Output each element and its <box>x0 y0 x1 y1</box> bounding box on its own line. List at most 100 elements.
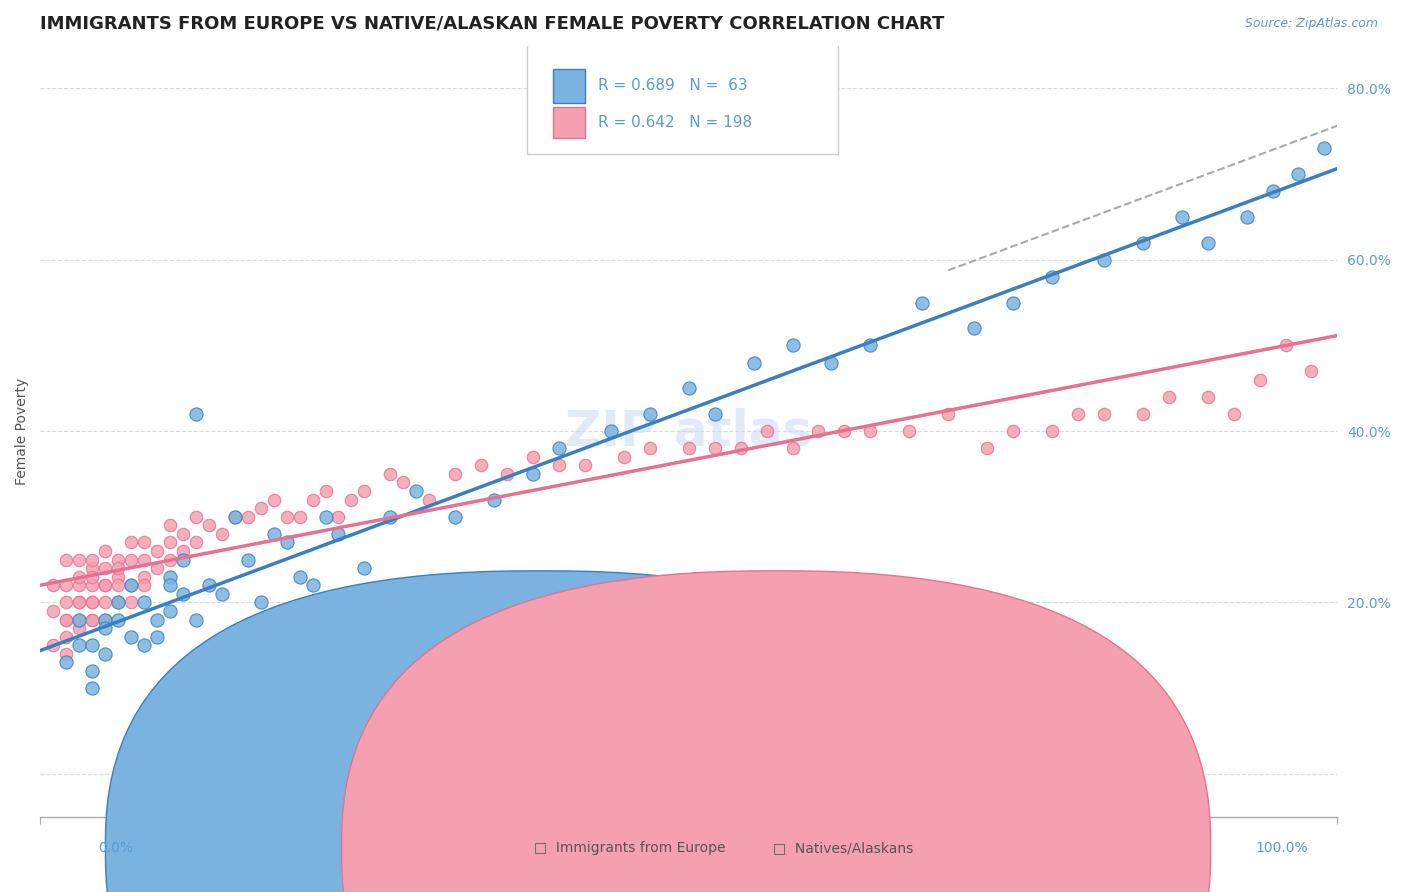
Point <box>184 613 207 627</box>
Point <box>94 613 117 627</box>
Point <box>80 570 103 584</box>
Point <box>159 535 181 549</box>
Point <box>1222 407 1244 421</box>
Point <box>742 355 765 369</box>
Point <box>67 595 90 609</box>
Point <box>80 561 103 575</box>
Point <box>94 621 117 635</box>
Point <box>730 442 752 456</box>
Text: R = 0.642   N = 198: R = 0.642 N = 198 <box>598 115 752 130</box>
Point <box>80 638 103 652</box>
Point <box>263 492 285 507</box>
Point <box>132 578 155 592</box>
Point <box>1288 167 1310 181</box>
Point <box>1067 407 1090 421</box>
Point <box>94 613 117 627</box>
Point <box>159 604 181 618</box>
Point <box>678 442 700 456</box>
Point <box>1132 235 1154 250</box>
Point <box>94 561 117 575</box>
Point <box>288 509 311 524</box>
Point <box>55 552 77 566</box>
Point <box>55 630 77 644</box>
Point <box>340 492 363 507</box>
Point <box>197 518 219 533</box>
Text: □  Immigrants from Europe: □ Immigrants from Europe <box>534 841 725 855</box>
Point <box>405 484 427 499</box>
Point <box>236 509 259 524</box>
Point <box>470 458 492 473</box>
Text: ZIP atlas: ZIP atlas <box>565 407 813 455</box>
Point <box>67 613 90 627</box>
Point <box>1157 390 1180 404</box>
Point <box>107 561 129 575</box>
Point <box>107 595 129 609</box>
Point <box>159 518 181 533</box>
Point <box>1274 338 1296 352</box>
Point <box>768 116 790 130</box>
Point <box>353 561 375 575</box>
Point <box>80 613 103 627</box>
Point <box>94 544 117 558</box>
Point <box>1002 295 1025 310</box>
Point <box>94 647 117 661</box>
Point <box>276 509 298 524</box>
Point <box>834 424 856 438</box>
Point <box>1249 373 1271 387</box>
Point <box>146 561 169 575</box>
Point <box>67 552 90 566</box>
Point <box>1132 407 1154 421</box>
Text: □  Natives/Alaskans: □ Natives/Alaskans <box>773 841 914 855</box>
Point <box>120 535 142 549</box>
Point <box>94 595 117 609</box>
Point <box>380 467 402 481</box>
Text: IMMIGRANTS FROM EUROPE VS NATIVE/ALASKAN FEMALE POVERTY CORRELATION CHART: IMMIGRANTS FROM EUROPE VS NATIVE/ALASKAN… <box>41 15 945 33</box>
Point <box>249 501 271 516</box>
Text: Source: ZipAtlas.com: Source: ZipAtlas.com <box>1244 17 1378 29</box>
Point <box>911 295 934 310</box>
Point <box>820 355 842 369</box>
Point <box>638 442 661 456</box>
Point <box>288 570 311 584</box>
Point <box>444 467 467 481</box>
Point <box>638 407 661 421</box>
Point <box>328 527 350 541</box>
Point <box>107 570 129 584</box>
Point <box>755 424 778 438</box>
Point <box>132 552 155 566</box>
Point <box>159 552 181 566</box>
Text: R = 0.689   N =  63: R = 0.689 N = 63 <box>598 78 748 94</box>
Point <box>315 484 337 499</box>
Point <box>67 638 90 652</box>
Point <box>315 509 337 524</box>
Point <box>807 424 830 438</box>
Point <box>522 450 544 464</box>
Point <box>80 681 103 695</box>
Point <box>172 527 194 541</box>
Point <box>496 467 519 481</box>
Point <box>380 509 402 524</box>
Point <box>55 656 77 670</box>
Point <box>276 535 298 549</box>
Point <box>80 552 103 566</box>
Point <box>328 509 350 524</box>
Point <box>107 595 129 609</box>
Point <box>159 578 181 592</box>
Point <box>146 544 169 558</box>
Point <box>55 647 77 661</box>
Point <box>1313 141 1336 155</box>
Point <box>703 442 725 456</box>
Point <box>236 552 259 566</box>
Point <box>1197 235 1219 250</box>
Point <box>197 578 219 592</box>
Point <box>120 595 142 609</box>
Point <box>42 604 65 618</box>
Point <box>600 424 623 438</box>
Point <box>55 595 77 609</box>
Point <box>963 321 986 335</box>
Point <box>146 613 169 627</box>
Point <box>301 492 323 507</box>
Point <box>782 442 804 456</box>
Point <box>1040 424 1063 438</box>
Text: 100.0%: 100.0% <box>1256 841 1308 855</box>
